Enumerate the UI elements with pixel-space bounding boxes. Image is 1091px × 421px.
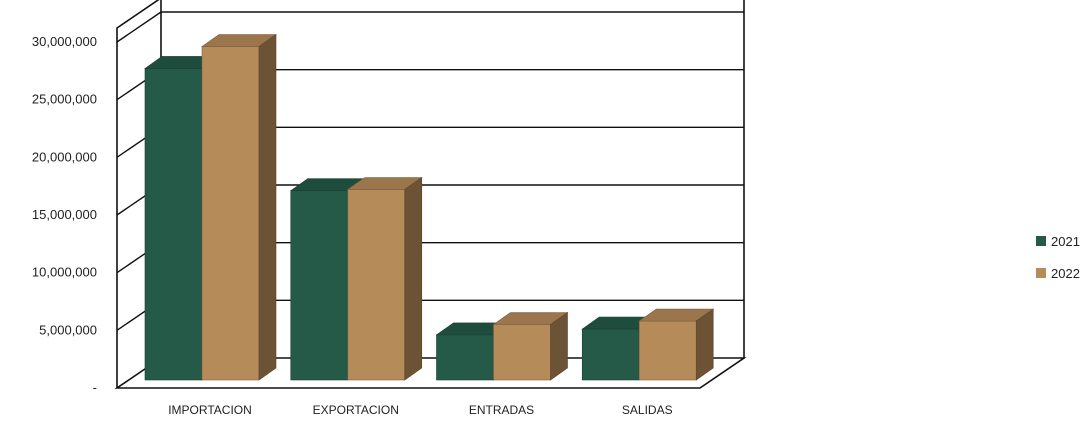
bar-2022-entradas	[493, 324, 551, 381]
x-category-label: ENTRADAS	[469, 403, 534, 417]
y-axis-ticks: - 5,000,000 10,000,000 15,000,000 20,000,000…	[32, 34, 97, 395]
y-tick-label: 30,000,000	[32, 34, 97, 49]
x-category-label: IMPORTACION	[168, 403, 252, 417]
bar-2021-exportacion	[290, 190, 349, 381]
bar-side-2022-importacion	[258, 33, 277, 381]
x-axis-categories: IMPORTACION EXPORTACION ENTRADAS SALIDAS	[168, 403, 672, 417]
legend-swatch-2021	[1036, 236, 1046, 246]
legend-swatch-2022	[1036, 268, 1046, 278]
y-tick-label: 15,000,000	[32, 207, 97, 222]
y-tick-label: 10,000,000	[32, 265, 97, 280]
bar-2021-salidas	[581, 328, 640, 381]
legend-label-2022: 2022	[1051, 266, 1080, 281]
bar-2021-importacion	[144, 68, 203, 381]
gridline-side	[116, 11, 162, 43]
x-category-label: SALIDAS	[622, 403, 673, 417]
y-tick-label: -	[93, 380, 97, 395]
y-tick-label: 25,000,000	[32, 92, 97, 107]
legend-label-2021: 2021	[1051, 234, 1080, 249]
bar-2022-exportacion	[347, 189, 406, 381]
y-tick-label: 20,000,000	[32, 149, 97, 164]
bar-side-2022-entradas	[550, 311, 568, 381]
bar-2022-salidas	[638, 320, 697, 381]
y-tick-label: 5,000,000	[39, 322, 97, 337]
side-wall	[116, 0, 160, 388]
bar-side-2022-salidas	[695, 308, 714, 381]
x-category-label: EXPORTACION	[313, 403, 399, 417]
legend: 2021 2022	[1036, 234, 1080, 281]
bar-2021-entradas	[436, 334, 494, 381]
bar-2022-importacion	[201, 46, 260, 381]
bars	[144, 33, 715, 381]
bar-side-2022-exportacion	[404, 176, 423, 381]
